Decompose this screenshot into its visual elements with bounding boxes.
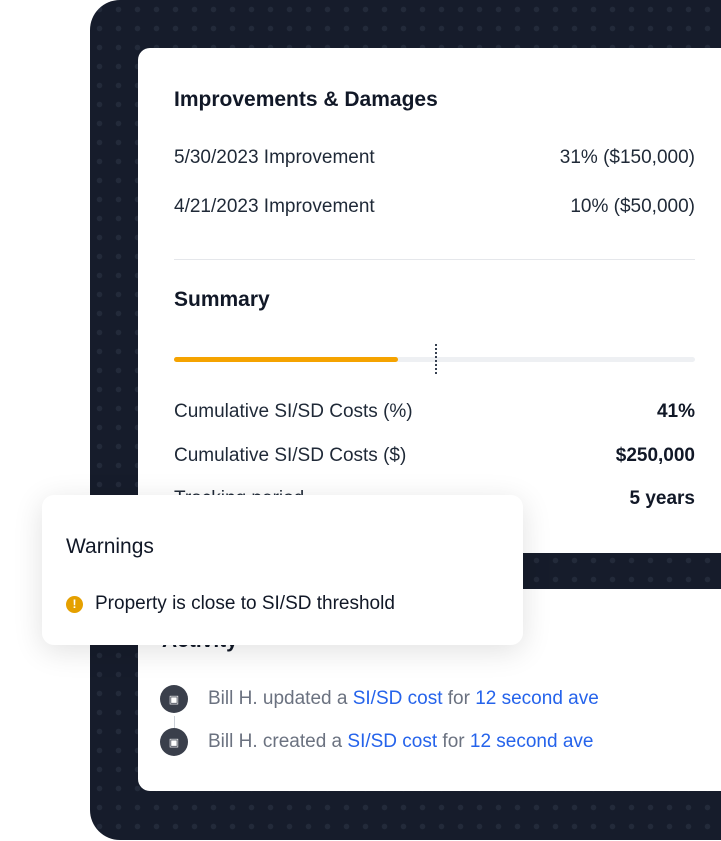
summary-label: Cumulative SI/SD Costs ($): [174, 445, 407, 466]
summary-value: 5 years: [629, 488, 695, 509]
property-link[interactable]: 12 second ave: [469, 731, 594, 752]
threshold-marker: [434, 344, 437, 374]
user-avatar-icon: ▣: [160, 728, 188, 756]
exclamation-circle-icon: !: [66, 595, 83, 613]
cost-link[interactable]: SI/SD cost: [347, 731, 438, 752]
improvement-value: 31% ($150,000): [559, 147, 695, 168]
summary-row: Cumulative SI/SD Costs (%) 41%: [174, 401, 695, 423]
improvement-label: 4/21/2023 Improvement: [174, 196, 375, 217]
cost-link[interactable]: SI/SD cost: [352, 688, 443, 709]
summary-value: $250,000: [615, 445, 695, 466]
activity-user: Bill H.: [208, 688, 258, 709]
improvement-row: 5/30/2023 Improvement 31% ($150,000): [174, 147, 695, 169]
activity-item: ▣ Bill H. created a SI/SD cost for 12 se…: [160, 728, 593, 756]
timeline-connector: [174, 716, 175, 728]
activity-action: created a: [257, 731, 348, 752]
activity-text: Bill H. created a SI/SD cost for 12 seco…: [208, 731, 593, 753]
details-card: Improvements & Damages 5/30/2023 Improve…: [138, 48, 721, 553]
progress-bar: [174, 344, 695, 374]
activity-user: Bill H.: [208, 731, 258, 752]
improvement-label: 5/30/2023 Improvement: [174, 147, 375, 168]
user-avatar-icon: ▣: [160, 685, 188, 713]
summary-title: Summary: [174, 288, 270, 311]
improvement-value: 10% ($50,000): [570, 196, 695, 217]
improvement-row: 4/21/2023 Improvement 10% ($50,000): [174, 196, 695, 218]
summary-value: 41%: [656, 401, 695, 422]
divider: [174, 259, 695, 260]
warnings-title: Warnings: [66, 535, 154, 558]
improvements-title: Improvements & Damages: [174, 88, 438, 111]
warning-item: ! Property is close to SI/SD threshold: [66, 593, 395, 615]
warning-message: Property is close to SI/SD threshold: [95, 593, 395, 614]
activity-connector: for: [442, 688, 476, 709]
activity-text: Bill H. updated a SI/SD cost for 12 seco…: [208, 688, 599, 710]
activity-item: ▣ Bill H. updated a SI/SD cost for 12 se…: [160, 685, 599, 713]
property-link[interactable]: 12 second ave: [475, 688, 599, 709]
summary-row: Cumulative SI/SD Costs ($) $250,000: [174, 445, 695, 467]
warnings-popup: Warnings ! Property is close to SI/SD thr…: [42, 495, 523, 645]
activity-connector: for: [437, 731, 470, 752]
progress-fill: [174, 357, 399, 362]
summary-label: Cumulative SI/SD Costs (%): [174, 401, 413, 422]
activity-action: updated a: [257, 688, 353, 709]
